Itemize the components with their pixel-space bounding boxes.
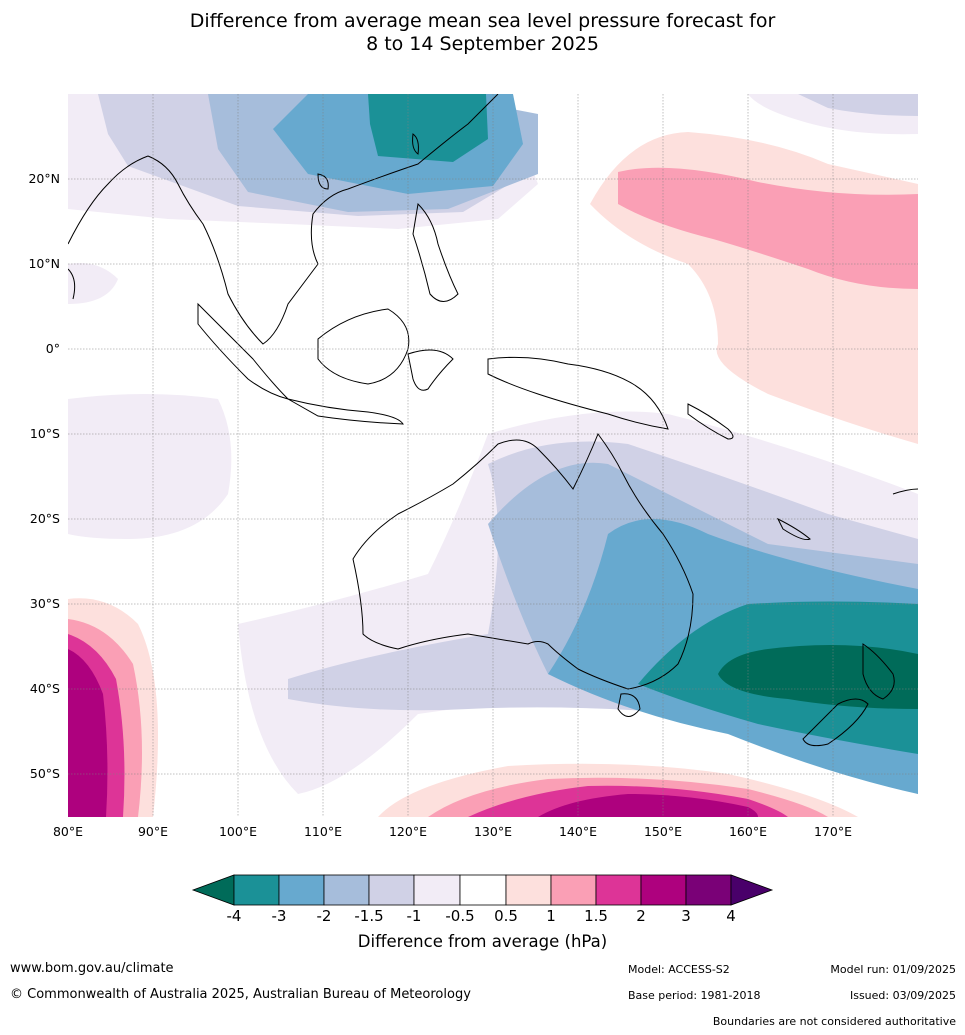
lon-label-100e: 100°E: [218, 824, 257, 839]
coast-nz-south: [802, 698, 869, 747]
cb-tick-7: 1: [546, 907, 556, 925]
cb-tick-8: 1.5: [584, 907, 608, 925]
ne-low-15: [798, 94, 918, 116]
coast-sulawesi: [407, 349, 454, 391]
colorbar-swatch--0.5-0.5: [459, 874, 507, 906]
copyright-text: © Commonwealth of Australia 2025, Austra…: [10, 987, 471, 1002]
west-small-low: [68, 263, 118, 304]
colorbar-swatch--4--3: [233, 874, 280, 906]
ne-high-1: [618, 167, 918, 289]
lat-label-40s: 40°S: [29, 681, 60, 696]
lat-label-20n: 20°N: [28, 171, 60, 186]
west-eq-low: [68, 394, 232, 539]
lon-label-170e: 170°E: [813, 824, 852, 839]
lat-label-50s: 50°S: [29, 766, 60, 781]
lon-label-160e: 160°E: [728, 824, 767, 839]
sw-high-2: [68, 649, 108, 817]
lon-label-150e: 150°E: [643, 824, 682, 839]
aus-low-lt4: [718, 645, 918, 709]
map-canvas: [68, 94, 918, 817]
cb-tick-0: -4: [226, 907, 242, 925]
cb-tick-2: -2: [316, 907, 332, 925]
colorbar-swatch-lt-4: [191, 874, 235, 906]
coast-hainan: [317, 173, 329, 190]
colorbar-swatch--2--1.5: [323, 874, 370, 906]
coastlines: [68, 94, 918, 747]
cb-tick-5: -0.5: [445, 907, 475, 925]
lat-label-10s: 10°S: [29, 426, 60, 441]
colorbar-swatch--1.5--1: [368, 874, 415, 906]
colorbar-swatch-1-1.5: [550, 874, 597, 906]
cb-tick-9: 2: [636, 907, 646, 925]
colorbar: [190, 872, 775, 908]
coast-india: [68, 155, 149, 245]
cb-tick-4: -1: [406, 907, 422, 925]
lat-label-10n: 10°N: [28, 256, 60, 271]
coast-sumatra: [197, 302, 290, 400]
cb-tick-11: 4: [726, 907, 736, 925]
base-period-text: Base period: 1981-2018: [628, 989, 761, 1002]
nw-low-4: [368, 94, 488, 162]
coast-nz-north: [862, 643, 895, 700]
colorbar-swatch--1--0.5: [413, 874, 461, 906]
lon-label-130e: 130°E: [473, 824, 512, 839]
title-line-2: 8 to 14 September 2025: [366, 33, 599, 55]
coast-australia: [352, 432, 694, 690]
lon-label-110e: 110°E: [303, 824, 342, 839]
coast-sri-lanka: [68, 268, 76, 300]
model-text: Model: ACCESS-S2: [628, 963, 730, 976]
lat-label-0: 0°: [45, 341, 60, 356]
colorbar-swatch-1.5-2: [595, 874, 642, 906]
coast-tasmania: [617, 693, 641, 717]
coast-new-caledonia: [776, 517, 811, 540]
coast-borneo: [317, 308, 410, 385]
coast-new-guinea: [487, 356, 669, 430]
issued-text: Issued: 03/09/2025: [849, 989, 956, 1002]
coast-solomon: [687, 403, 734, 440]
lon-label-80e: 80°E: [52, 824, 84, 839]
s-high-2: [538, 794, 758, 817]
title-line-1: Difference from average mean sea level p…: [189, 10, 776, 32]
colorbar-svg: [191, 874, 774, 906]
coast-se-asia: [147, 94, 499, 345]
colorbar-swatch-2-3: [640, 874, 687, 906]
coast-fiji: [892, 488, 918, 495]
colorbar-swatch-gt-4: [730, 874, 774, 906]
lat-label-30s: 30°S: [29, 596, 60, 611]
cb-tick-1: -3: [271, 907, 287, 925]
cb-tick-3: -1.5: [354, 907, 384, 925]
colorbar-swatch-0.5-1: [505, 874, 552, 906]
coast-philippines: [412, 202, 459, 302]
lon-label-140e: 140°E: [558, 824, 597, 839]
lat-label-20s: 20°S: [29, 511, 60, 526]
website-link[interactable]: www.bom.gov.au/climate: [10, 961, 174, 976]
coast-java: [287, 398, 404, 425]
pressure-anomaly-map: [68, 94, 918, 817]
lon-label-120e: 120°E: [388, 824, 427, 839]
colorbar-swatch--3--2: [278, 874, 325, 906]
map-title: Difference from average mean sea level p…: [0, 10, 965, 56]
disclaimer-text: Boundaries are not considered authoritat…: [712, 1015, 956, 1028]
model-run-text: Model run: 01/09/2025: [830, 963, 956, 976]
cb-tick-6: 0.5: [494, 907, 518, 925]
cb-tick-10: 3: [681, 907, 691, 925]
coast-taiwan: [412, 133, 419, 155]
colorbar-label: Difference from average (hPa): [357, 932, 608, 951]
colorbar-swatch-3-4: [685, 874, 732, 906]
lon-label-90e: 90°E: [137, 824, 169, 839]
graticule: [68, 94, 918, 817]
